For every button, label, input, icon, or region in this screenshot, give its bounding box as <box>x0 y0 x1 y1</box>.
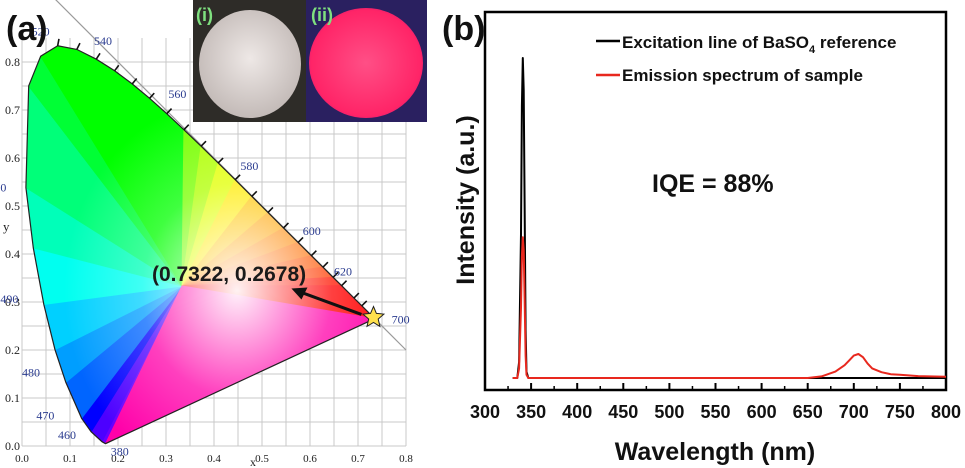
locus-tick <box>332 271 339 278</box>
x-axis-ticks: 300 350 400 450 500 550 600 650 700 750 800 <box>470 383 961 422</box>
legend: Excitation line of BaSO4 reference Emiss… <box>596 33 896 85</box>
x-tick-label: 700 <box>839 402 869 422</box>
wavelength-label: 500 <box>0 181 6 195</box>
locus-tick <box>251 190 258 197</box>
wavelength-label: 580 <box>240 159 258 173</box>
y-tick-label: 0.3 <box>5 295 20 309</box>
x-axis-label: x <box>250 455 256 468</box>
sample-disk-glowing <box>309 8 423 118</box>
cie-marks: (0.7322, 0.2678) <box>152 263 386 328</box>
x-tick-label: 350 <box>516 402 546 422</box>
wavelength-label: 620 <box>334 265 352 279</box>
chromaticity-point-star <box>361 305 386 328</box>
x-tick-label: 0.7 <box>351 453 365 465</box>
locus-tick <box>297 236 304 243</box>
y-tick-label: 0.4 <box>5 247 20 261</box>
arrow-head <box>291 287 308 300</box>
wavelength-label: 470 <box>36 409 54 423</box>
wavelength-label: 700 <box>392 313 410 327</box>
locus-tick <box>310 250 317 257</box>
legend-label-excitation: Excitation line of BaSO4 reference <box>622 33 896 56</box>
x-tick-label: 0.4 <box>207 453 221 465</box>
wavelength-labels: 520 540 560 580 600 620 700 500 490 480 470 460 380 <box>0 25 410 459</box>
y-axis-label: y <box>3 219 10 234</box>
x-tick-label: 600 <box>747 402 777 422</box>
locus-tick <box>322 261 329 268</box>
wavelength-label: 480 <box>22 365 40 379</box>
locus-tick <box>113 64 120 72</box>
x-tick-label: 450 <box>608 402 638 422</box>
sample-photos: (i) (ii) <box>193 0 427 122</box>
locus-tick <box>353 292 360 299</box>
x-axis-label: Wavelength (nm) <box>615 438 815 466</box>
y-tick-label: 0.2 <box>5 343 20 357</box>
x-tick-label: 550 <box>700 402 730 422</box>
locus-tick <box>341 280 348 287</box>
cie-axes: 0.0 0.1 0.2 0.3 0.4 0.5 0.6 0.7 0.8 0.0 0.1 0.2 0.3 0… <box>3 55 413 468</box>
panel-b-label: (b) <box>442 10 485 48</box>
x-tick-label: 650 <box>793 402 823 422</box>
wavelength-label: 540 <box>94 34 112 48</box>
y-tick-label: 0.7 <box>5 103 20 117</box>
x-tick-label: 0.2 <box>111 453 125 465</box>
locus-tick <box>148 92 155 99</box>
locus-tick <box>166 108 173 115</box>
locus-tick <box>183 124 190 131</box>
wavelength-label: 600 <box>303 224 321 238</box>
locus-tick <box>217 157 224 164</box>
wavelength-label: 490 <box>0 292 18 306</box>
spectra <box>512 57 947 379</box>
wavelength-label: 520 <box>32 25 50 39</box>
x-tick-label: 0.6 <box>303 453 317 465</box>
legend-label-emission: Emission spectrum of sample <box>622 66 863 85</box>
coordinate-label: (0.7322, 0.2678) <box>152 263 306 286</box>
y-tick-label: 0.5 <box>5 199 20 213</box>
iqe-annotation: IQE = 88% <box>652 170 774 198</box>
locus-tick <box>234 174 241 181</box>
y-tick-label: 0.0 <box>5 439 20 453</box>
wavelength-label: 460 <box>58 428 76 442</box>
x-tick-label: 500 <box>654 402 684 422</box>
x-tick-label: 400 <box>562 402 592 422</box>
x-tick-label: 750 <box>885 402 915 422</box>
y-tick-label: 0.8 <box>5 55 20 69</box>
wavelength-label: 560 <box>168 87 186 101</box>
photo-label-ii: (ii) <box>311 5 333 25</box>
excitation-line <box>512 57 946 379</box>
x-tick-label: 0.5 <box>255 453 269 465</box>
y-axis-label: Intensity (a.u.) <box>452 115 480 284</box>
locus-tick <box>56 38 60 46</box>
locus-tick <box>76 42 81 50</box>
photo-label-i: (i) <box>196 5 213 25</box>
locus-tick <box>95 52 101 60</box>
locus-tick <box>267 206 274 213</box>
x-tick-label: 800 <box>931 402 961 422</box>
pointer-arrow <box>300 291 362 316</box>
panel-a-label: (a) <box>6 10 48 48</box>
y-tick-label: 0.1 <box>5 391 20 405</box>
x-tick-label: 0.8 <box>399 453 413 465</box>
x-tick-label: 0.0 <box>15 453 29 465</box>
x-tick-label: 0.3 <box>159 453 173 465</box>
x-tick-label: 0.1 <box>63 453 77 465</box>
locus-tick <box>200 140 207 147</box>
emission-line <box>512 236 947 379</box>
sample-disk-white <box>199 10 301 118</box>
locus-tick <box>361 300 368 307</box>
locus-tick <box>282 222 290 229</box>
y-tick-label: 0.6 <box>5 151 20 165</box>
x-tick-label: 300 <box>470 402 500 422</box>
iqe-chart: 300 350 400 450 500 550 600 650 700 750 800 Excita… <box>452 10 961 466</box>
wavelength-label: 380 <box>111 445 129 459</box>
locus-tick <box>131 78 138 85</box>
